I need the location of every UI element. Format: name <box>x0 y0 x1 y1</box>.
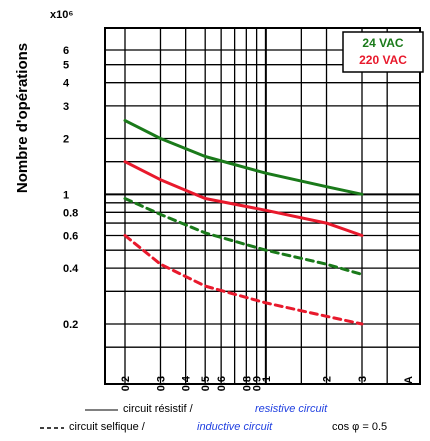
y-tick-label: 2 <box>63 134 69 146</box>
y-tick-label: 6 <box>63 45 69 57</box>
y-tick-label: 3 <box>63 101 69 113</box>
legend-dashed-row: circuit selfique / inductive circuit cos… <box>0 421 430 439</box>
legend-box: 24 VAC 220 VAC <box>342 31 424 73</box>
x-tick-label: 2 <box>322 376 334 382</box>
x-tick-label: 0.3 <box>155 376 167 391</box>
series-line-inductive-220vac <box>123 234 364 326</box>
legend-solid-en: resistive circuit <box>255 403 328 415</box>
legend-220vac: 220 VAC <box>359 53 407 67</box>
y-tick-label: 0.6 <box>63 230 78 242</box>
y-tick-label: 1 <box>63 189 69 201</box>
series-line-resistive-220vac <box>123 160 364 237</box>
legend-dashed-en: inductive circuit <box>197 421 273 433</box>
y-tick-label: 0.4 <box>63 263 79 275</box>
x-tick-label: 0.8 <box>241 376 253 391</box>
x-tick-label: 0.9 <box>252 376 264 391</box>
x-tick-label: 1 <box>261 376 273 382</box>
series-line-resistive-24vac <box>123 119 364 196</box>
legend-dashed-fr: circuit selfique / <box>69 421 145 433</box>
y-tick-label: 4 <box>63 78 70 90</box>
legend-dashed-cos: cos φ = 0.5 <box>332 421 388 433</box>
x-tick-label: 0.2 <box>120 376 132 391</box>
x-tick-label: 0.5 <box>200 376 212 391</box>
x-tick-label: 3 <box>357 376 369 382</box>
y-axis-title: Nombre d'opérations <box>14 43 31 193</box>
series-line-inductive-24vac <box>123 197 364 276</box>
y-tick-label: 5 <box>63 60 69 72</box>
x-tick-label: 0.4 <box>181 375 193 391</box>
legend-24vac: 24 VAC <box>362 36 403 50</box>
x-tick-label: 0.6 <box>216 376 228 391</box>
y-tick-label: 0.2 <box>63 319 78 331</box>
x-unit-label: A <box>403 376 415 384</box>
series-layer <box>123 119 364 326</box>
legend-solid-fr: circuit résistif / <box>123 403 193 415</box>
legend-solid-row: circuit résistif / resistive circuit <box>0 403 430 421</box>
y-tick-label: 0.8 <box>63 207 78 219</box>
grid <box>104 27 421 385</box>
plot-frame <box>104 27 421 385</box>
y-unit-label: x10⁶ <box>50 9 73 21</box>
